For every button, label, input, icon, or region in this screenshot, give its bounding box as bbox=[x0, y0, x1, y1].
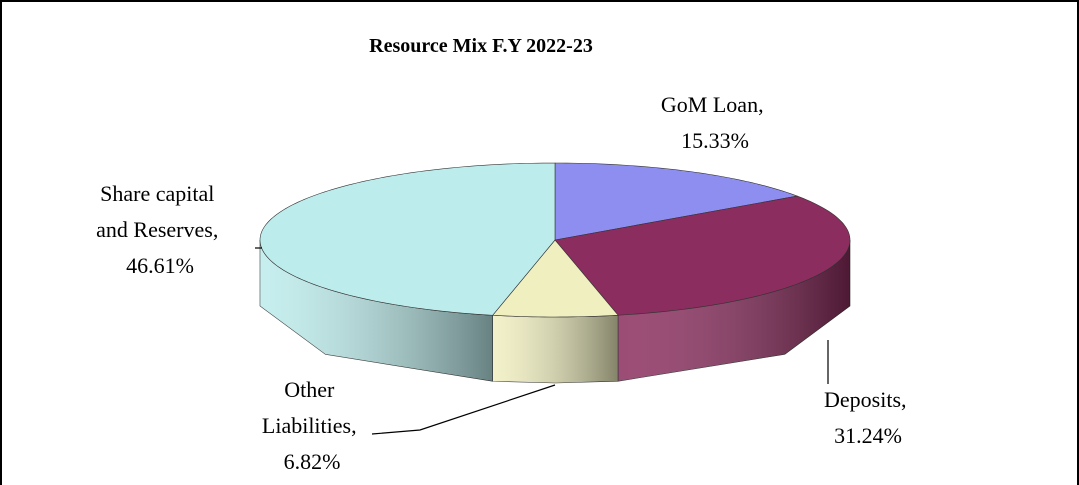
pie-side-shade bbox=[492, 315, 619, 383]
pie-slice bbox=[554, 195, 851, 316]
pie-side-shade bbox=[260, 240, 493, 382]
data-label: Share capital and Reserves, 46.61% bbox=[96, 181, 224, 278]
data-label: GoM Loan, 15.33% bbox=[661, 92, 769, 153]
chart-title: Resource Mix F.Y 2022-23 bbox=[369, 35, 593, 57]
pie-side-shade bbox=[618, 240, 850, 382]
data-label: Other Liabilities, 6.82% bbox=[262, 377, 362, 474]
leader-line bbox=[371, 384, 556, 435]
data-label: Deposits, 31.24% bbox=[824, 387, 912, 448]
pie-slice bbox=[492, 239, 619, 318]
pie-slice bbox=[554, 162, 799, 241]
pie-slice bbox=[259, 162, 556, 316]
